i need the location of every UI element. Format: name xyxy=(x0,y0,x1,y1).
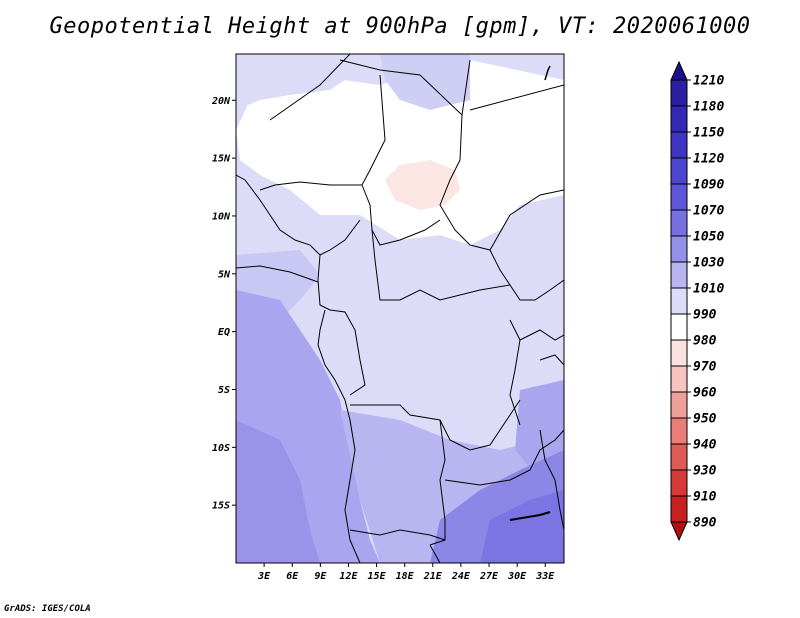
colorbar-label: 1050 xyxy=(693,230,724,245)
colorbar-box xyxy=(670,339,688,367)
field-n-band xyxy=(380,54,470,110)
border-path xyxy=(429,544,441,563)
grads-credit: GrADS: IGES/COLA xyxy=(4,604,91,614)
coastline xyxy=(317,309,361,563)
field-southwest-deep xyxy=(236,420,320,563)
border-path xyxy=(350,399,521,451)
border-path xyxy=(469,84,564,111)
colorbar-label: 1180 xyxy=(693,100,724,115)
coastline xyxy=(236,265,319,283)
colorbar-box xyxy=(670,443,688,471)
colorbar-label: 890 xyxy=(693,516,717,531)
border-path xyxy=(519,329,564,341)
map-frame xyxy=(235,53,565,564)
colorbar-label: 1070 xyxy=(693,204,724,219)
colorbar-top-triangle xyxy=(670,60,688,81)
lat-tick-label: 5N xyxy=(218,269,231,280)
lat-tick-label: 10S xyxy=(212,443,230,454)
colorbar-label: 1120 xyxy=(693,152,724,167)
colorbar-label: 950 xyxy=(693,412,717,427)
lon-tick-label: 6E xyxy=(286,571,299,582)
height-field xyxy=(236,54,564,563)
colorbar-label: 1010 xyxy=(693,282,724,297)
border-path xyxy=(349,529,446,541)
lat-tick-label: EQ xyxy=(218,327,230,338)
colorbar-box xyxy=(670,157,688,185)
colorbar-box xyxy=(670,261,688,289)
colorbar-box xyxy=(670,469,688,497)
border-path xyxy=(509,511,551,521)
colorbar-label: 930 xyxy=(693,464,717,479)
field-southeast-deep xyxy=(480,490,564,563)
colorbar-box xyxy=(670,183,688,211)
map-title: Geopotential Height at 900hPa [gpm], VT:… xyxy=(49,14,751,39)
lon-tick-label: 33E xyxy=(535,571,555,582)
colorbar-label: 940 xyxy=(693,438,717,453)
lon-tick-label: 3E xyxy=(257,571,271,582)
field-white-north xyxy=(236,60,564,245)
lon-tick-label: 24E xyxy=(451,571,471,582)
colorbar-box xyxy=(670,313,688,341)
colorbar-bottom-triangle xyxy=(670,521,688,542)
border-path xyxy=(361,184,441,246)
lon-tick-label: 9E xyxy=(314,571,327,582)
colorbar-box xyxy=(670,417,688,445)
border-path xyxy=(429,419,446,546)
colorbar-label: 960 xyxy=(693,386,717,401)
lon-tick-label: 30E xyxy=(507,571,527,582)
border-path xyxy=(236,174,361,256)
border-path xyxy=(317,254,366,396)
colorbar-box xyxy=(670,209,688,237)
border-path xyxy=(371,229,564,301)
border-path xyxy=(544,65,551,81)
lat-tick-label: 15N xyxy=(212,154,231,165)
colorbar-label: 970 xyxy=(693,360,717,375)
colorbar-box xyxy=(670,287,688,315)
colorbar-label: 1030 xyxy=(693,256,724,271)
border-path xyxy=(269,54,351,121)
latitude-axis: 20N 15N 10N 5N EQ 5S 10S 15S xyxy=(211,96,236,512)
colorbar-box xyxy=(670,79,688,107)
lat-tick-label: 10N xyxy=(212,211,231,222)
lon-tick-label: 15E xyxy=(368,571,387,582)
lat-tick-label: 5S xyxy=(218,385,230,396)
border-path xyxy=(509,319,521,426)
colorbar: 1210 1180 1150 1120 1090 1070 1050 1030 1010 990 9… xyxy=(670,60,724,542)
border-path xyxy=(539,354,564,366)
colorbar-box xyxy=(670,131,688,159)
colorbar-label: 980 xyxy=(693,334,717,349)
longitude-axis: 3E 6E 9E 12E 15E 18E 21E 24E 27E 30E 33E xyxy=(257,563,555,582)
field-nw-band xyxy=(236,54,360,110)
border-path xyxy=(444,429,564,486)
colorbar-label: 1090 xyxy=(693,178,724,193)
colorbar-label: 1150 xyxy=(693,126,724,141)
colorbar-label: 1210 xyxy=(693,74,724,89)
country-borders xyxy=(236,54,564,563)
border-path xyxy=(339,59,471,117)
lon-tick-label: 21E xyxy=(423,571,443,582)
colorbar-box xyxy=(670,235,688,263)
colorbar-box xyxy=(670,495,688,523)
colorbar-box xyxy=(670,365,688,393)
lat-tick-label: 20N xyxy=(211,96,231,107)
lon-tick-label: 18E xyxy=(396,571,415,582)
colorbar-label: 910 xyxy=(693,490,717,505)
border-path xyxy=(489,249,511,286)
border-path xyxy=(439,114,564,251)
field-pink-patch xyxy=(385,160,460,210)
colorbar-box xyxy=(670,391,688,419)
colorbar-box xyxy=(670,105,688,133)
border-path xyxy=(539,429,564,531)
lon-tick-label: 12E xyxy=(339,571,358,582)
lon-tick-label: 27E xyxy=(479,571,499,582)
colorbar-label: 990 xyxy=(693,308,717,323)
border-path xyxy=(259,74,386,191)
lat-tick-label: 15S xyxy=(212,501,230,512)
field-east xyxy=(515,380,564,480)
